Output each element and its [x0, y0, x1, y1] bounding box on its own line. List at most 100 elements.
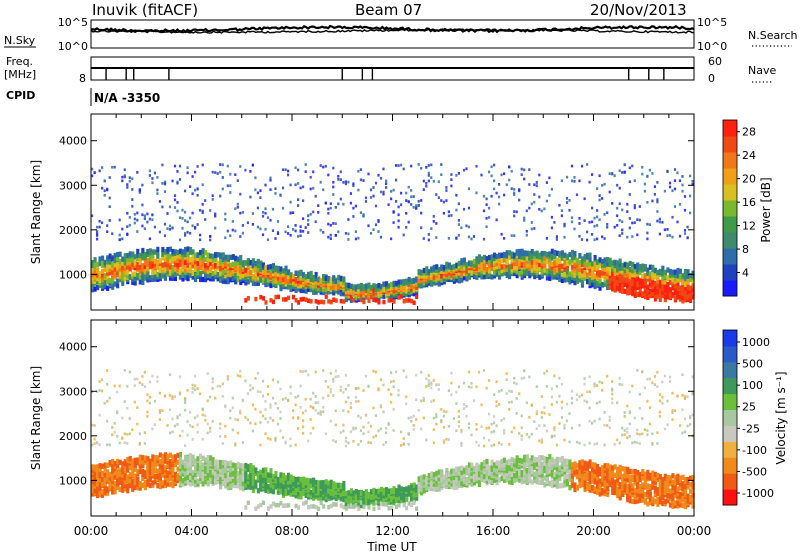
data-cell: [292, 211, 295, 214]
data-cell: [108, 278, 112, 284]
data-cell: [259, 189, 262, 192]
data-cell: [292, 273, 296, 280]
data-cell: [166, 269, 170, 275]
data-cell: [482, 273, 486, 279]
data-cell: [681, 175, 684, 178]
data-cell: [224, 273, 228, 279]
data-cell: [691, 286, 695, 292]
data-cell: [359, 297, 363, 303]
data-cell: [447, 210, 450, 214]
data-cell: [226, 378, 229, 381]
data-cell: [578, 263, 582, 269]
data-cell: [204, 263, 208, 269]
data-cell: [126, 233, 129, 236]
data-cell: [211, 380, 214, 384]
data-cell: [116, 283, 120, 289]
data-cell: [234, 260, 238, 266]
data-cell: [146, 220, 149, 224]
data-cell: [151, 272, 155, 278]
data-cell: [184, 219, 187, 222]
data-cell: [359, 440, 362, 443]
data-cell: [287, 284, 291, 290]
data-cell: [173, 395, 177, 399]
data-cell: [234, 229, 237, 233]
data-cell: [259, 260, 263, 266]
data-cell: [302, 296, 306, 302]
data-cell: [327, 285, 331, 291]
data-cell: [573, 261, 577, 267]
data-cell: [482, 237, 486, 241]
data-cell: [216, 271, 220, 278]
data-cell: [141, 203, 144, 207]
data-cell: [244, 466, 248, 472]
data-cell: [181, 271, 185, 277]
data-cell: [219, 479, 223, 485]
data-cell: [256, 225, 259, 229]
data-cell: [480, 263, 484, 269]
data-cell: [224, 212, 227, 216]
data-cell: [588, 280, 592, 286]
data-cell: [181, 478, 185, 484]
data-cell: [251, 476, 255, 483]
data-cell: [407, 200, 410, 203]
data-cell: [673, 272, 677, 278]
data-cell: [126, 478, 130, 485]
data-cell: [299, 477, 303, 483]
data-cell: [254, 422, 257, 426]
data-cell: [425, 166, 428, 169]
data-cell: [367, 384, 370, 388]
colorbar-swatch: [723, 136, 737, 153]
data-cell: [628, 285, 632, 291]
data-cell: [302, 199, 305, 203]
data-cell: [171, 179, 174, 183]
data-cell: [656, 198, 659, 201]
data-cell: [259, 294, 263, 300]
data-cell: [349, 406, 352, 409]
data-cell: [603, 213, 606, 216]
data-cell: [593, 282, 597, 288]
data-cell: [412, 206, 415, 209]
data-cell: [143, 455, 147, 461]
data-cell: [284, 396, 287, 400]
data-cell: [126, 264, 130, 270]
data-cell: [287, 225, 290, 228]
data-cell: [299, 482, 303, 488]
data-cell: [621, 268, 625, 274]
data-cell: [297, 394, 300, 398]
data-cell: [281, 436, 285, 439]
data-cell: [643, 182, 646, 186]
data-cell: [279, 417, 282, 420]
data-cell: [329, 237, 332, 240]
data-cell: [332, 276, 336, 282]
data-cell: [136, 252, 140, 258]
data-cell: [322, 188, 325, 192]
data-cell: [173, 266, 177, 272]
data-cell: [136, 406, 139, 409]
data-cell: [435, 222, 438, 225]
data-cell: [488, 272, 492, 278]
data-cell: [379, 284, 383, 290]
data-cell: [392, 299, 396, 304]
data-cell: [96, 271, 100, 278]
data-cell: [332, 284, 336, 290]
data-cell: [455, 271, 459, 277]
data-cell: [339, 178, 342, 181]
data-cell: [259, 475, 263, 481]
data-cell: [176, 201, 179, 204]
data-cell: [226, 473, 230, 479]
data-cell: [103, 279, 107, 285]
data-cell: [586, 238, 589, 242]
data-cell: [673, 179, 677, 182]
data-cell: [683, 281, 687, 287]
data-cell: [196, 193, 199, 197]
data-cell: [91, 443, 94, 447]
data-cell: [148, 263, 152, 270]
data-cell: [327, 480, 331, 486]
data-cell: [337, 493, 341, 499]
data-cell: [91, 260, 95, 266]
data-cell: [302, 411, 305, 415]
data-cell: [264, 211, 267, 215]
data-cell: [402, 233, 405, 237]
data-cell: [271, 229, 275, 232]
data-cell: [606, 223, 609, 226]
